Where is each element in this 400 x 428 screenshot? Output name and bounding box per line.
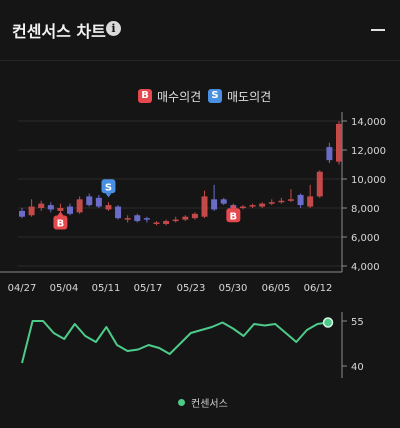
x-tick-label: 06/05 <box>262 283 291 294</box>
legend-buy: B 매수의견 <box>138 88 201 104</box>
x-tick-label: 05/11 <box>92 283 121 294</box>
consensus-end-point <box>322 317 334 328</box>
chart-header: 컨센서스 차트 i <box>0 0 400 58</box>
consensus-line <box>21 320 329 364</box>
x-tick-label: 05/04 <box>50 283 79 294</box>
candle-body <box>86 196 93 206</box>
candle-body <box>211 199 218 210</box>
legend-sell: S 매도의견 <box>208 88 271 104</box>
candle-body <box>336 123 342 162</box>
candle-body <box>316 171 323 197</box>
candle-body <box>278 200 285 203</box>
candle-body <box>28 206 35 216</box>
x-tick-label: 05/23 <box>177 283 206 294</box>
y-tick-label: 8,000 <box>351 204 380 215</box>
candle-body <box>134 215 141 222</box>
candle-body <box>38 203 45 208</box>
info-icon[interactable]: i <box>106 21 121 36</box>
buy-marker-pointer <box>57 211 64 216</box>
candle-body <box>287 199 294 201</box>
header-divider <box>0 60 400 61</box>
x-tick-label: 06/12 <box>304 283 333 294</box>
candle-body <box>105 205 112 210</box>
x-tick-label: 05/17 <box>134 283 163 294</box>
sell-badge-icon: S <box>208 89 222 103</box>
y-tick-label: 14,000 <box>351 117 386 128</box>
minus-icon[interactable] <box>371 29 385 31</box>
candle-body <box>115 206 122 219</box>
candle-body <box>182 216 189 220</box>
sell-marker-label: S <box>105 182 112 193</box>
y-tick-label: 12,000 <box>351 146 386 157</box>
candle-body <box>124 218 131 220</box>
candle-body <box>172 219 179 222</box>
buy-marker-badge <box>226 208 241 223</box>
candle-body <box>163 221 170 224</box>
y-tick-label: 55 <box>351 317 364 328</box>
candle-body <box>326 147 333 161</box>
candle-body <box>95 197 102 207</box>
candle-body <box>259 203 266 207</box>
candle-body <box>249 205 256 207</box>
sell-marker-pointer <box>105 193 112 198</box>
candle-body <box>19 210 25 217</box>
bottom-legend: 컨센서스 <box>178 395 228 410</box>
candle-body <box>153 222 160 224</box>
y-tick-label: 10,000 <box>351 175 386 186</box>
buy-marker-pointer <box>230 204 237 209</box>
sell-marker-badge <box>101 179 116 194</box>
buy-marker-badge <box>53 215 68 230</box>
y-tick-label: 6,000 <box>351 233 380 244</box>
legend-buy-label: 매수의견 <box>157 89 202 104</box>
consensus-dot-icon <box>178 399 185 406</box>
buy-badge-icon: B <box>138 89 152 103</box>
candle-body <box>191 213 198 219</box>
candle-body <box>268 202 275 204</box>
x-tick-label: 05/30 <box>219 283 248 294</box>
buy-marker-label: B <box>57 219 65 230</box>
page-title: 컨센서스 차트 <box>12 22 106 41</box>
candle-body <box>201 196 208 217</box>
candle-body <box>307 196 314 207</box>
candle-body <box>297 194 304 206</box>
candle-body <box>239 206 246 209</box>
candle-body <box>47 205 54 210</box>
y-tick-label: 40 <box>351 362 364 373</box>
candle-body <box>57 208 64 211</box>
x-tick-label: 04/27 <box>8 283 37 294</box>
candle-body <box>76 199 83 213</box>
buy-marker-label: B <box>230 211 238 222</box>
legend-sell-label: 매도의견 <box>227 89 272 104</box>
bottom-legend-label: 컨센서스 <box>191 399 228 410</box>
candle-body <box>67 206 74 214</box>
candle-body <box>220 199 227 204</box>
candle-body <box>143 218 150 220</box>
y-tick-label: 4,000 <box>351 262 380 273</box>
